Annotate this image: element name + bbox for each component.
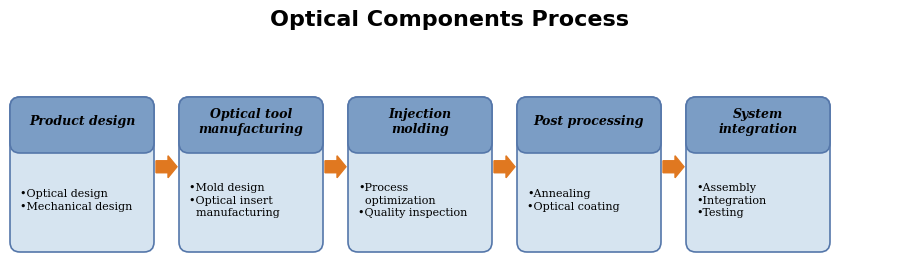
FancyArrow shape [325, 156, 346, 178]
FancyBboxPatch shape [686, 97, 830, 153]
Text: Optical tool
manufacturing: Optical tool manufacturing [199, 108, 303, 136]
Text: Injection
molding: Injection molding [389, 108, 452, 136]
Text: •Annealing
•Optical coating: •Annealing •Optical coating [527, 189, 619, 212]
FancyArrow shape [663, 156, 684, 178]
FancyBboxPatch shape [10, 97, 154, 153]
FancyBboxPatch shape [517, 97, 661, 252]
FancyArrow shape [494, 156, 515, 178]
FancyBboxPatch shape [10, 97, 154, 252]
FancyBboxPatch shape [348, 97, 492, 252]
Text: •Process
  optimization
•Quality inspection: •Process optimization •Quality inspectio… [358, 183, 467, 218]
FancyArrow shape [156, 156, 177, 178]
Text: System
integration: System integration [718, 108, 797, 136]
FancyBboxPatch shape [179, 97, 323, 153]
Text: Post processing: Post processing [534, 115, 644, 128]
FancyBboxPatch shape [179, 97, 323, 252]
Text: Optical Components Process: Optical Components Process [271, 10, 629, 30]
FancyBboxPatch shape [686, 97, 830, 252]
Text: •Optical design
•Mechanical design: •Optical design •Mechanical design [20, 189, 132, 212]
Text: Product design: Product design [29, 115, 135, 128]
Text: •Assembly
•Integration
•Testing: •Assembly •Integration •Testing [696, 183, 766, 218]
FancyBboxPatch shape [517, 97, 661, 153]
FancyBboxPatch shape [348, 97, 492, 153]
Text: •Mold design
•Optical insert
  manufacturing: •Mold design •Optical insert manufacturi… [189, 183, 280, 218]
